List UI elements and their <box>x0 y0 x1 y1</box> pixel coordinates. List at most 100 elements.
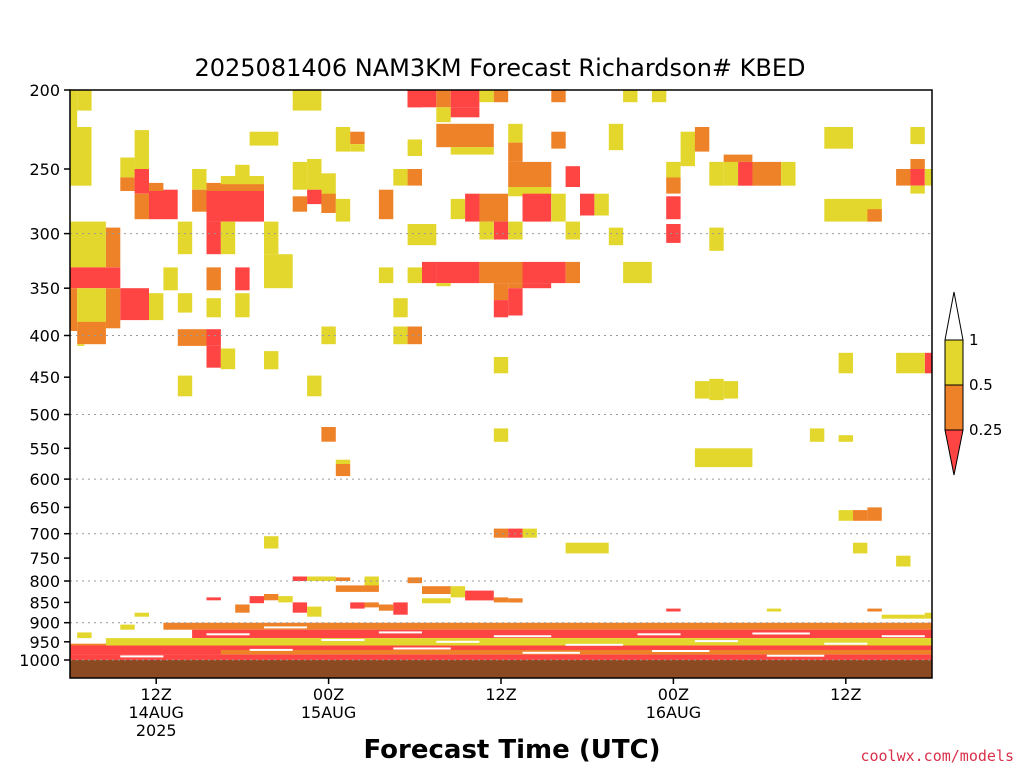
ri-cell-yellow <box>307 375 322 397</box>
ri-cell-yellow <box>120 157 135 178</box>
ri-cell-yellow <box>436 283 451 287</box>
ri-cell-orange <box>378 189 394 220</box>
y-tick-label: 700 <box>29 525 60 544</box>
ri-cell-orange <box>479 261 523 284</box>
ri-cell-yellow <box>77 344 85 346</box>
ri-cell-red <box>924 352 932 374</box>
ri-cell-yellow <box>393 298 408 318</box>
ri-cell-yellow <box>853 542 868 554</box>
ri-cell-orange <box>436 123 494 148</box>
band-gap <box>522 651 580 654</box>
ri-cell-orange <box>105 227 121 268</box>
ri-cell-yellow <box>220 348 236 370</box>
band-gap <box>565 643 624 646</box>
ri-cell-red <box>307 189 322 205</box>
ri-cell-red <box>206 221 221 255</box>
ri-cell-yellow <box>206 298 221 318</box>
ri-cell-red <box>565 166 580 187</box>
band-gap <box>321 639 365 641</box>
ri-cell-orange <box>235 604 250 613</box>
ri-cell-yellow <box>694 448 753 468</box>
ri-cell-orange <box>551 90 566 103</box>
ri-cell-yellow <box>264 221 279 255</box>
band-gap <box>766 654 825 657</box>
ri-cell-orange <box>206 267 221 291</box>
ri-cell-yellow <box>149 293 164 321</box>
x-tick-label: 00Z <box>658 685 689 704</box>
band-gap <box>120 655 164 658</box>
ri-cell-yellow <box>723 157 739 186</box>
ri-cell-yellow <box>177 375 193 397</box>
ri-cell-yellow <box>264 351 279 370</box>
ri-cell-yellow <box>508 221 523 240</box>
ri-cell-red <box>350 602 365 609</box>
ri-cell-red <box>120 288 149 321</box>
ri-cell-red <box>149 189 178 220</box>
ri-cell-red <box>292 602 308 613</box>
ri-cell-yellow <box>292 90 322 111</box>
ri-cell-yellow <box>781 161 796 186</box>
ri-cell-orange <box>407 326 422 345</box>
ri-cell-yellow <box>809 428 825 442</box>
legend-swatch-orange <box>944 384 964 431</box>
ri-cell-orange <box>364 602 379 608</box>
ri-cell-yellow <box>551 193 566 222</box>
ri-cell-yellow <box>522 528 537 538</box>
ri-cell-yellow <box>493 428 509 442</box>
ri-cell-orange <box>407 577 422 584</box>
ri-cell-yellow <box>407 224 437 246</box>
ri-cell-yellow <box>192 169 207 190</box>
ri-cell-orange <box>105 288 121 329</box>
ri-cell-orange <box>436 90 451 108</box>
ri-cell-yellow <box>508 187 552 197</box>
band-gap <box>206 633 250 636</box>
y-tick-label: 350 <box>29 279 60 298</box>
ri-cell-yellow <box>177 293 193 313</box>
ri-cell-orange <box>378 604 394 611</box>
ri-cell-red <box>206 346 221 368</box>
ri-cell-red <box>407 90 437 108</box>
ri-cell-yellow <box>910 185 925 194</box>
ri-cell-red <box>192 629 933 639</box>
band-gap <box>694 640 738 643</box>
y-tick-label: 850 <box>29 593 60 612</box>
ri-cell-yellow <box>709 378 724 401</box>
ri-cell-yellow <box>608 227 624 246</box>
ri-cell-yellow <box>723 381 739 399</box>
ri-cell-red <box>522 283 552 289</box>
y-tick-label: 250 <box>29 160 60 179</box>
ri-cell-yellow <box>594 193 609 216</box>
ri-cell-red <box>508 288 523 316</box>
ri-cell-yellow <box>220 221 236 255</box>
band-gap <box>264 626 308 629</box>
ri-cell-yellow <box>307 606 322 617</box>
ri-cell-orange <box>321 427 336 442</box>
legend-swatch-red <box>944 429 964 476</box>
y-tick-label: 1000 <box>19 651 60 670</box>
ri-cell-orange <box>407 169 422 186</box>
ri-cell-red <box>292 576 308 581</box>
y-tick-label: 800 <box>29 572 60 591</box>
ri-cell-orange <box>723 154 753 162</box>
ri-cell-orange <box>422 586 451 594</box>
ri-cell-yellow <box>838 352 853 374</box>
x-tick-label: 12Z <box>141 685 172 704</box>
ri-cell-orange <box>867 209 882 222</box>
ri-cell-yellow <box>264 536 279 549</box>
ri-cell-red <box>493 221 509 240</box>
ri-cell-orange <box>163 622 932 630</box>
ri-cell-yellow <box>220 176 264 185</box>
ri-cell-yellow <box>307 576 336 581</box>
credit-text: coolwx.com/models <box>860 747 1014 765</box>
ri-cell-orange <box>120 177 135 191</box>
ri-cell-yellow <box>924 612 932 619</box>
ri-cell-yellow <box>623 90 638 103</box>
ri-cell-red <box>422 261 437 284</box>
band-gap <box>651 650 710 652</box>
ri-cell-orange <box>493 597 509 603</box>
legend-label: 1 <box>969 331 979 349</box>
ri-cell-yellow <box>709 227 724 251</box>
ri-cell-orange <box>508 142 523 162</box>
band-gap <box>249 648 293 651</box>
ri-cell-orange <box>508 283 523 289</box>
